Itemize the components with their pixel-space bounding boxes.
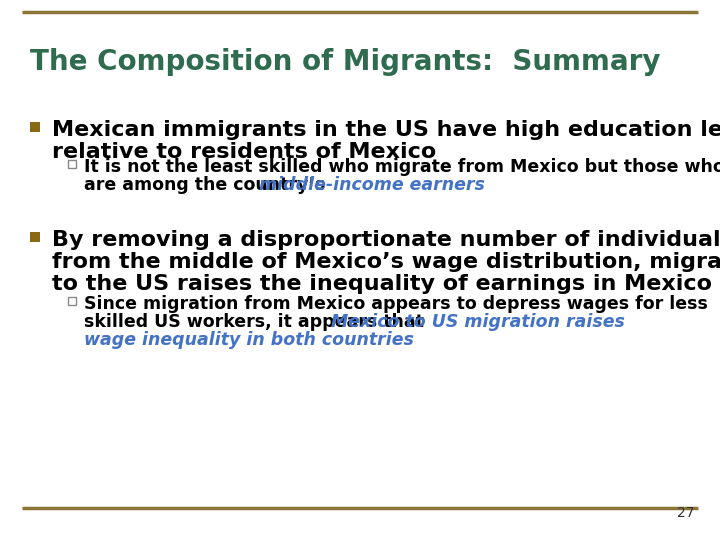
Text: relative to residents of Mexico: relative to residents of Mexico	[52, 142, 436, 162]
Text: Mexican immigrants in the US have high education levels: Mexican immigrants in the US have high e…	[52, 120, 720, 140]
Text: By removing a disproportionate number of individuals: By removing a disproportionate number of…	[52, 230, 720, 250]
Text: 27: 27	[678, 506, 695, 520]
Bar	[30, 122, 40, 132]
Text: The Composition of Migrants:  Summary: The Composition of Migrants: Summary	[30, 48, 660, 76]
Text: It is not the least skilled who migrate from Mexico but those who: It is not the least skilled who migrate …	[84, 158, 720, 176]
Text: to the US raises the inequality of earnings in Mexico: to the US raises the inequality of earni…	[52, 274, 712, 294]
Text: Since migration from Mexico appears to depress wages for less: Since migration from Mexico appears to d…	[84, 295, 708, 313]
Text: from the middle of Mexico’s wage distribution, migration: from the middle of Mexico’s wage distrib…	[52, 252, 720, 272]
Text: skilled US workers, it appears that: skilled US workers, it appears that	[84, 313, 430, 331]
Bar	[30, 232, 40, 242]
Text: are among the country’s: are among the country’s	[84, 176, 331, 194]
Text: middle-income earners: middle-income earners	[259, 176, 485, 194]
Bar	[68, 160, 76, 168]
Bar	[68, 297, 76, 305]
Text: wage inequality in both countries: wage inequality in both countries	[84, 331, 414, 349]
Text: Mexico to US migration raises: Mexico to US migration raises	[331, 313, 625, 331]
